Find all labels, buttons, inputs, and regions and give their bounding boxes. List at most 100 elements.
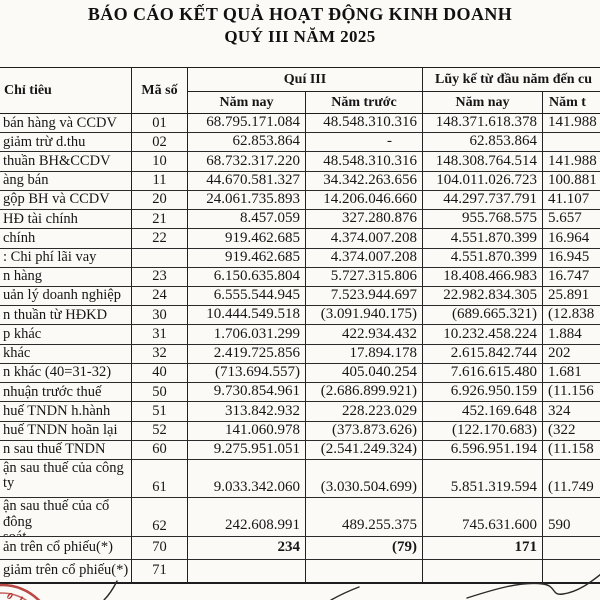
q3-previous-cell: (3.030.504.699) bbox=[306, 459, 423, 498]
code-cell: 20 bbox=[132, 190, 188, 210]
ytd-current-cell: 44.297.737.791 bbox=[423, 190, 543, 210]
code-cell: 60 bbox=[132, 440, 188, 459]
ytd-previous-cell: 141.988 bbox=[543, 152, 600, 170]
q3-previous-cell: 48.548.310.316 bbox=[306, 152, 423, 171]
ytd-previous-cell: 41.107 bbox=[543, 191, 600, 209]
q3-previous-cell: 489.255.375 bbox=[306, 498, 423, 536]
ytd-current-cell: 2.615.842.744 bbox=[423, 344, 543, 363]
ytd-previous-cell: 100.881 bbox=[543, 172, 600, 190]
q3-current-cell: 1.706.031.299 bbox=[188, 325, 306, 344]
table-row: HĐ tài chính 21 8.457.059 327.280.876 95… bbox=[0, 210, 600, 230]
table-row: n hàng 23 6.150.635.804 5.727.315.806 18… bbox=[0, 267, 600, 287]
company-stamp-icon: 0 1 bbox=[0, 583, 41, 600]
q3-previous-cell: (79) bbox=[306, 536, 423, 559]
code-cell: 01 bbox=[132, 114, 188, 133]
table-row: thuần BH&CCDV 10 68.732.317.220 48.548.3… bbox=[0, 152, 600, 172]
q3-current-cell bbox=[188, 559, 306, 582]
q3-current-cell: 9.730.854.961 bbox=[188, 383, 306, 402]
code-cell: 10 bbox=[132, 152, 188, 171]
q3-current-cell: 234 bbox=[188, 536, 306, 559]
criteria-cell: huế TNDN hoãn lại bbox=[0, 421, 132, 440]
code-cell: 62 bbox=[132, 498, 188, 536]
table-row: ản trên cổ phiếu(*) 70 234 (79) 171 bbox=[0, 536, 600, 560]
ytd-current-cell: 4.551.870.399 bbox=[423, 248, 543, 267]
table-row: bán hàng và CCDV 01 68.795.171.084 48.54… bbox=[0, 114, 600, 134]
table-row: ận sau thuế của cổ đông soát 62 242.608.… bbox=[0, 498, 600, 537]
q3-previous-cell: 4.374.007.208 bbox=[306, 229, 423, 248]
ytd-previous-cell: 5.657 bbox=[543, 210, 600, 228]
q3-current-cell: 10.444.549.518 bbox=[188, 306, 306, 325]
ytd-current-cell: 104.011.026.723 bbox=[423, 171, 543, 190]
code-cell: 70 bbox=[132, 536, 188, 559]
ytd-current-cell: 5.851.319.594 bbox=[423, 459, 543, 498]
q3-previous-cell: (2.686.899.921) bbox=[306, 383, 423, 402]
criteria-cell: uản lý doanh nghiệp bbox=[0, 286, 132, 306]
ytd-current-cell: (689.665.321) bbox=[423, 306, 543, 325]
q3-current-cell: 9.033.342.060 bbox=[188, 459, 306, 498]
header-q-previous: Năm trước bbox=[306, 92, 423, 113]
criteria-cell: ận sau thuế của cổ đông soát bbox=[0, 498, 132, 536]
table-body: bán hàng và CCDV 01 68.795.171.084 48.54… bbox=[0, 114, 600, 582]
criteria-cell: gộp BH và CCDV bbox=[0, 190, 132, 210]
q3-current-cell: 62.853.864 bbox=[188, 133, 306, 152]
code-cell: 31 bbox=[132, 325, 188, 344]
table-row: giảm trên cổ phiếu(*) 71 bbox=[0, 559, 600, 582]
criteria-cell: n sau thuế TNDN bbox=[0, 440, 132, 459]
header-ytd-group: Lũy kế từ đầu năm đến cu bbox=[423, 68, 600, 92]
q3-current-cell: 68.795.171.084 bbox=[188, 114, 306, 133]
q3-previous-cell: 7.523.944.697 bbox=[306, 286, 423, 306]
code-cell: 52 bbox=[132, 421, 188, 440]
q3-previous-cell: 17.894.178 bbox=[306, 344, 423, 363]
criteria-cell: giảm trừ d.thu bbox=[0, 133, 132, 152]
code-cell bbox=[132, 248, 188, 267]
table-row: uản lý doanh nghiệp 24 6.555.544.945 7.5… bbox=[0, 286, 600, 307]
ytd-previous-cell: 16.945 bbox=[543, 249, 600, 267]
table-row: chính 22 919.462.685 4.374.007.208 4.551… bbox=[0, 229, 600, 249]
header-q-current: Năm nay bbox=[188, 92, 306, 113]
q3-current-cell: 8.457.059 bbox=[188, 210, 306, 229]
code-cell: 51 bbox=[132, 402, 188, 421]
ytd-previous-cell: (12.838 bbox=[543, 306, 600, 324]
ytd-current-cell: 62.853.864 bbox=[423, 133, 543, 152]
table-row: : Chi phí lãi vay 919.462.685 4.374.007.… bbox=[0, 248, 600, 268]
table-row: gộp BH và CCDV 20 24.061.735.893 14.206.… bbox=[0, 190, 600, 211]
criteria-cell: giảm trên cổ phiếu(*) bbox=[0, 559, 132, 582]
q3-previous-cell: 405.040.254 bbox=[306, 363, 423, 383]
ytd-current-cell: 6.596.951.194 bbox=[423, 440, 543, 459]
ytd-current-cell: 4.551.870.399 bbox=[423, 229, 543, 248]
criteria-cell: thuần BH&CCDV bbox=[0, 152, 132, 171]
ytd-previous-cell: (11.156 bbox=[543, 383, 600, 401]
code-cell: 21 bbox=[132, 210, 188, 229]
ytd-previous-cell: 16.747 bbox=[543, 268, 600, 286]
q3-current-cell: 6.555.544.945 bbox=[188, 286, 306, 306]
ytd-previous-cell: 1.884 bbox=[543, 325, 600, 343]
q3-previous-cell: 5.727.315.806 bbox=[306, 267, 423, 286]
q3-current-cell: 68.732.317.220 bbox=[188, 152, 306, 171]
ytd-previous-cell bbox=[543, 560, 600, 582]
criteria-cell: ận sau thuế của công ty bbox=[0, 459, 132, 498]
header-ytd-previous: Năm t bbox=[543, 92, 600, 113]
ytd-current-cell: 745.631.600 bbox=[423, 498, 543, 536]
ytd-previous-cell bbox=[543, 133, 600, 151]
criteria-cell: : Chi phí lãi vay bbox=[0, 248, 132, 267]
q3-current-cell: 6.150.635.804 bbox=[188, 267, 306, 286]
q3-current-cell: 313.842.932 bbox=[188, 402, 306, 421]
table-row: huế TNDN h.hành 51 313.842.932 228.223.0… bbox=[0, 402, 600, 422]
table-row: n khác (40=31-32) 40 (713.694.557) 405.0… bbox=[0, 363, 600, 384]
table-row: giảm trừ d.thu 02 62.853.864 - 62.853.86… bbox=[0, 133, 600, 153]
q3-current-cell: (713.694.557) bbox=[188, 363, 306, 383]
ytd-current-cell: (122.170.683) bbox=[423, 421, 543, 440]
code-cell: 30 bbox=[132, 306, 188, 325]
ytd-previous-cell: 1.681 bbox=[543, 364, 600, 382]
table-row: p khác 31 1.706.031.299 422.934.432 10.2… bbox=[0, 325, 600, 345]
ytd-previous-cell: 16.964 bbox=[543, 229, 600, 247]
header-quarter-group: Quí III bbox=[188, 68, 423, 92]
q3-previous-cell: 228.223.029 bbox=[306, 402, 423, 421]
code-cell: 24 bbox=[132, 286, 188, 306]
q3-previous-cell bbox=[306, 559, 423, 582]
criteria-cell: bán hàng và CCDV bbox=[0, 114, 132, 133]
report-subtitle: QUÝ III NĂM 2025 bbox=[224, 27, 376, 46]
code-cell: 40 bbox=[132, 363, 188, 383]
q3-current-cell: 242.608.991 bbox=[188, 498, 306, 536]
q3-current-cell: 919.462.685 bbox=[188, 248, 306, 267]
